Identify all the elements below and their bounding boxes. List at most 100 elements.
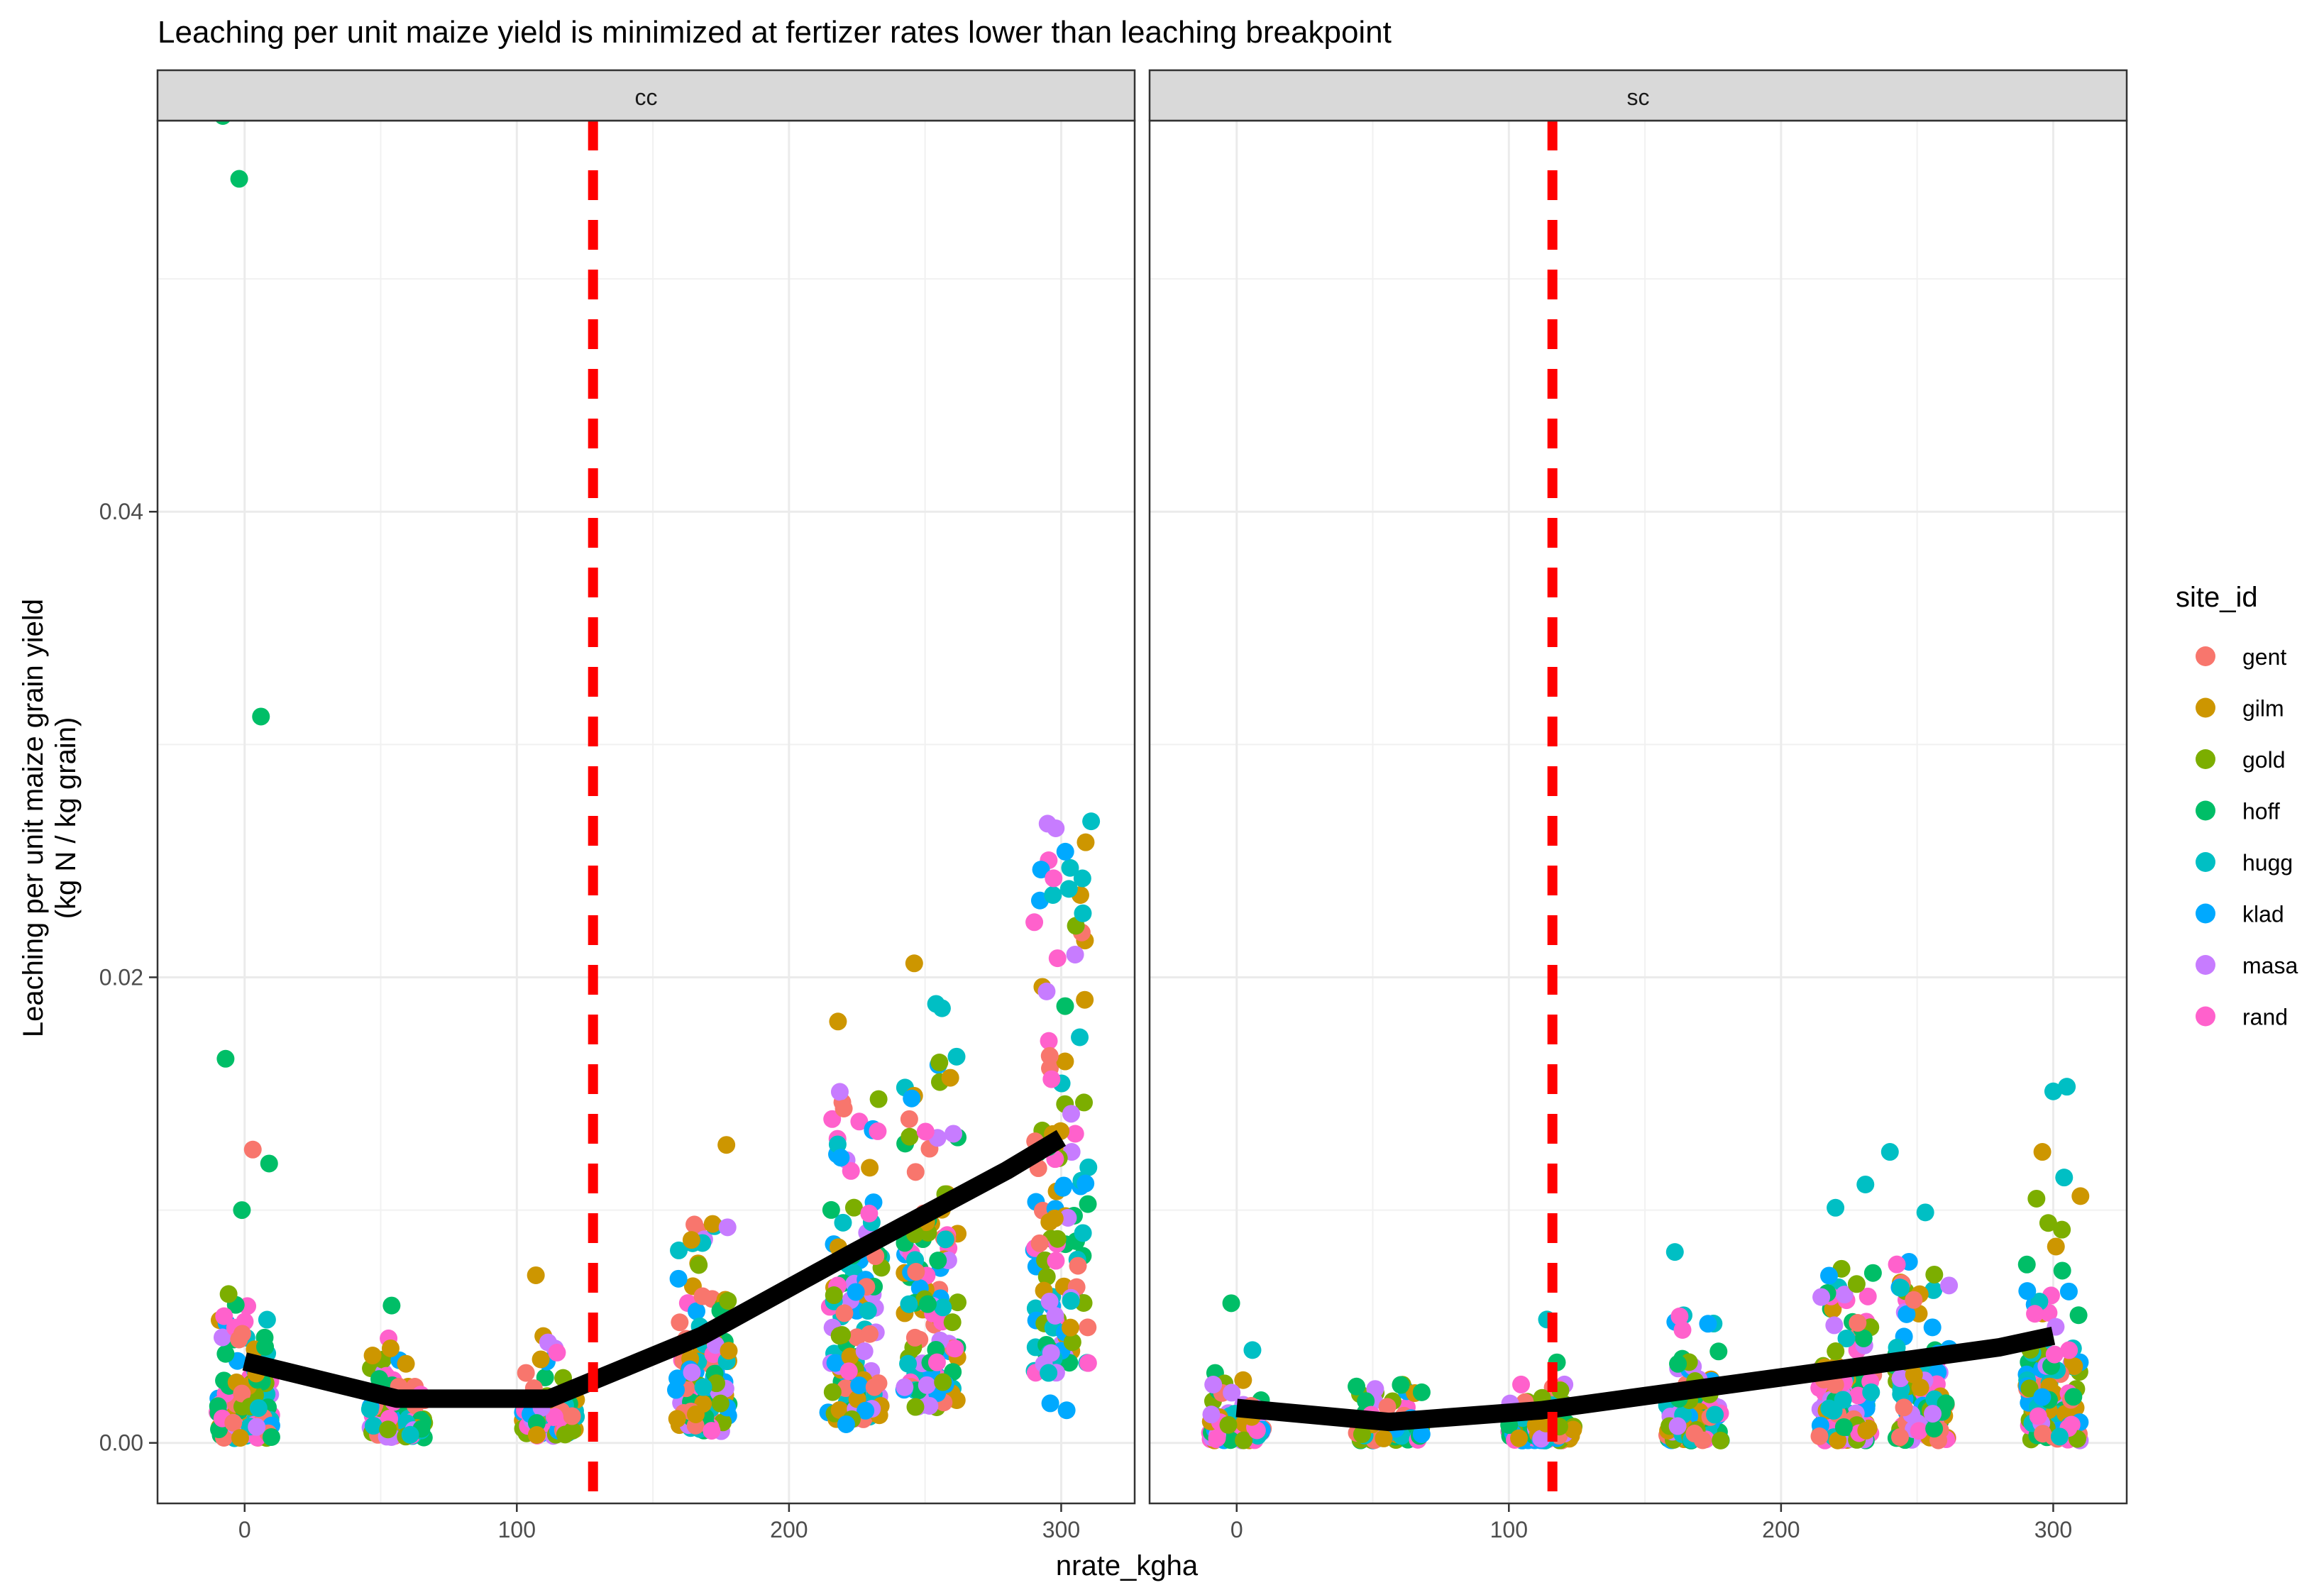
data-point (1208, 1429, 1226, 1447)
data-point (1862, 1383, 1880, 1401)
data-point (1059, 1208, 1077, 1227)
x-tick-label: 100 (498, 1517, 536, 1542)
data-point (2065, 1357, 2083, 1376)
data-point (916, 1122, 935, 1141)
legend-key-gilm (2196, 697, 2215, 718)
data-point (1045, 1209, 1064, 1227)
legend-label-rand: rand (2242, 1005, 2288, 1030)
data-point-outlier (527, 1266, 545, 1284)
data-point (2045, 1345, 2064, 1364)
data-point (1888, 1255, 1906, 1274)
data-point (934, 1373, 952, 1391)
data-point (219, 1285, 238, 1303)
legend-label-klad: klad (2242, 902, 2284, 927)
data-point (1670, 1307, 1689, 1325)
data-point (1040, 1292, 1059, 1310)
data-point (2017, 1255, 2036, 1274)
data-point (869, 1090, 888, 1108)
data-point (563, 1407, 581, 1425)
panel-cc: cc 0 100 200 300 0.00 0.02 0.04 (99, 69, 1136, 1542)
data-point (859, 1302, 877, 1320)
data-point-outlier (2033, 1143, 2052, 1161)
data-point (2039, 1214, 2057, 1232)
data-point (1812, 1288, 1831, 1306)
data-point (1510, 1429, 1529, 1447)
panel-background (1150, 121, 2127, 1503)
data-point (1062, 1292, 1080, 1310)
data-point (2047, 1237, 2065, 1256)
data-point (1924, 1281, 1943, 1299)
x-tick-label: 0 (1230, 1517, 1243, 1542)
data-point-outlier (829, 1012, 847, 1031)
data-point-outlier (243, 1140, 262, 1159)
data-point (1693, 1431, 1712, 1449)
legend-key-masa (2196, 955, 2215, 975)
y-axis-label-line-1: Leaching per unit maize grain yield (18, 599, 49, 1037)
data-point (1925, 1420, 1944, 1438)
data-point (669, 1269, 688, 1288)
data-point (941, 1068, 959, 1087)
data-point (401, 1425, 419, 1444)
legend-key-klad (2196, 903, 2215, 924)
data-point (1940, 1276, 1959, 1295)
data-point (1910, 1422, 1928, 1440)
data-point (1709, 1342, 1728, 1361)
data-point (216, 1344, 235, 1363)
data-point (1835, 1286, 1854, 1304)
data-point (670, 1241, 688, 1259)
data-point (258, 1310, 276, 1329)
data-point (842, 1161, 860, 1180)
data-point (2027, 1189, 2046, 1208)
data-point (1857, 1421, 1876, 1440)
data-point (1668, 1417, 1687, 1435)
data-point (903, 1089, 921, 1108)
data-point (360, 1400, 379, 1418)
data-point (943, 1313, 962, 1332)
data-point (1062, 1105, 1081, 1123)
data-point (1826, 1376, 1844, 1394)
data-point-outlier (1665, 1243, 1684, 1261)
x-tick-label: 100 (1490, 1517, 1528, 1542)
data-point (844, 1198, 863, 1217)
data-point (1348, 1377, 1366, 1396)
data-point (1858, 1287, 1877, 1305)
data-point (1059, 880, 1078, 898)
data-point (906, 1398, 925, 1416)
data-point (668, 1369, 687, 1388)
data-point (693, 1287, 712, 1305)
data-point (690, 1256, 708, 1274)
data-point (2053, 1220, 2071, 1239)
data-point (2053, 1261, 2071, 1280)
data-point (1923, 1318, 1942, 1337)
data-point (857, 1401, 875, 1420)
data-point (668, 1410, 686, 1428)
data-point (2026, 1305, 2044, 1323)
data-point (947, 1047, 966, 1066)
data-point (1040, 1364, 1058, 1382)
data-point (1854, 1329, 1873, 1347)
legend-key-hoff (2196, 800, 2215, 821)
data-point (1849, 1314, 1867, 1332)
data-point (1847, 1275, 1866, 1293)
data-point (830, 1401, 849, 1419)
data-point (1204, 1376, 1223, 1394)
data-point (1074, 1224, 1092, 1242)
data-point (1375, 1429, 1393, 1447)
y-axis-label-line-2: (kg N / kg grain) (50, 717, 82, 919)
data-point (671, 1313, 689, 1332)
data-point-outlier (2071, 1187, 2090, 1205)
data-point (1898, 1305, 1916, 1323)
data-point (1219, 1415, 1238, 1434)
data-point-outlier (1082, 812, 1101, 831)
trend-line (1235, 1327, 2056, 1432)
data-point (1925, 1265, 1944, 1283)
data-point (823, 1383, 842, 1401)
data-point-outlier (382, 1296, 401, 1315)
legend: site_id gent gilm gold hoff hugg klad masa rand (2176, 582, 2298, 1030)
data-point (927, 1353, 946, 1371)
data-point (233, 1384, 251, 1403)
data-point (685, 1215, 704, 1234)
data-point (1820, 1266, 1839, 1285)
data-point (1669, 1354, 1687, 1373)
y-axis-label: Leaching per unit maize grain yield (kg … (18, 599, 82, 1037)
